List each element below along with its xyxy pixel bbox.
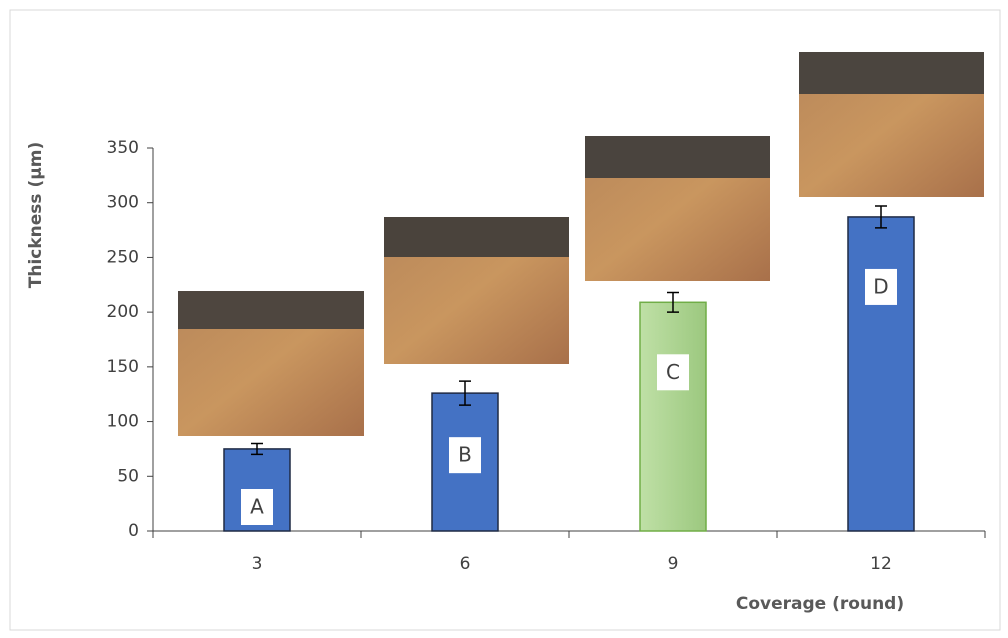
y-tick-label: 300	[107, 193, 139, 213]
bar-label-box	[241, 489, 273, 525]
x-tick-label: 6	[460, 554, 471, 574]
x-tick-label: 12	[870, 554, 892, 574]
bar-label-box	[865, 268, 897, 305]
error-bar	[875, 205, 887, 229]
bar-label: C	[666, 360, 680, 384]
y-axis-title: Thickness (µm)	[26, 142, 46, 288]
bar	[639, 301, 707, 532]
y-tick-label: 50	[117, 466, 139, 486]
frame	[9, 9, 1001, 631]
bar	[847, 216, 915, 532]
bar-label-box	[657, 354, 689, 391]
error-bar	[667, 291, 679, 313]
bar-label: D	[873, 274, 888, 298]
y-tick-label: 150	[107, 357, 139, 377]
x-axis-title: Coverage (round)	[736, 594, 904, 614]
micrograph-d	[799, 52, 984, 197]
micrograph-b	[384, 217, 569, 364]
y-tick-label: 0	[128, 521, 139, 541]
y-tick-label: 350	[107, 138, 139, 158]
y-tick-label: 250	[107, 247, 139, 267]
micrograph-c	[585, 136, 770, 281]
error-bar	[459, 380, 471, 406]
y-tick-label: 100	[107, 412, 139, 432]
bar-label: A	[250, 495, 264, 519]
error-bar	[251, 442, 263, 456]
x-tick-label: 3	[252, 554, 263, 574]
x-tick-label: 9	[668, 554, 679, 574]
bar-label-box	[449, 437, 481, 474]
bar-label: B	[458, 443, 472, 467]
y-tick-label: 200	[107, 302, 139, 322]
micrograph-a	[178, 291, 364, 436]
